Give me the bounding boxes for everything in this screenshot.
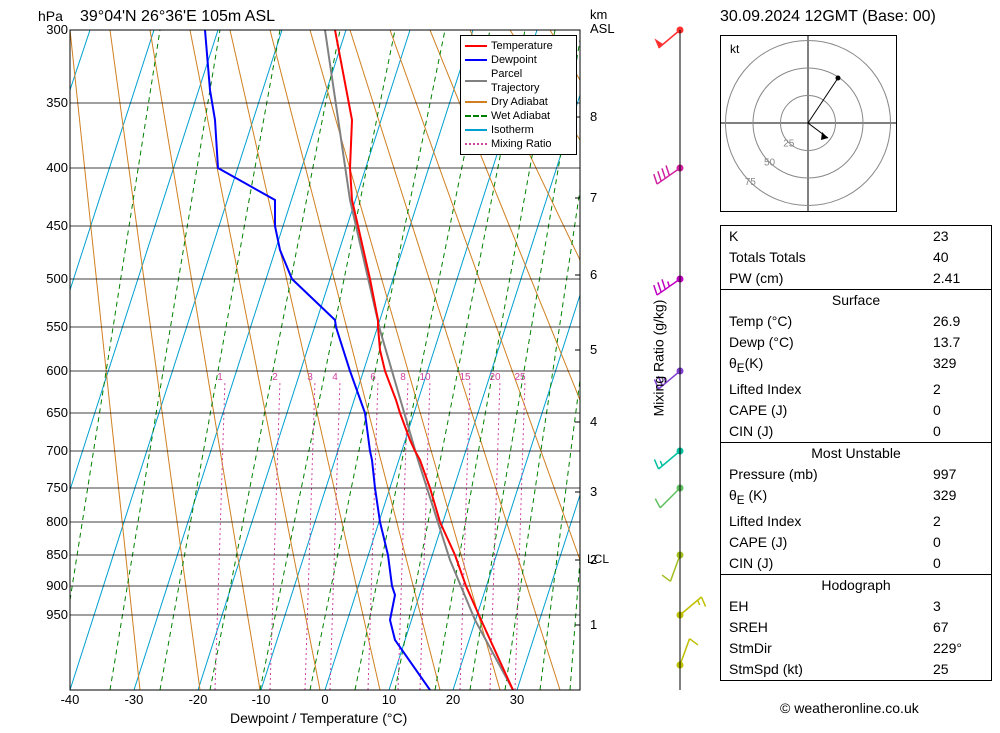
pressure-tick: 800 bbox=[40, 514, 68, 529]
pressure-tick: 350 bbox=[40, 95, 68, 110]
section-header: Surface bbox=[721, 289, 991, 311]
legend-item: Dry Adiabat bbox=[461, 95, 576, 109]
legend-item: Temperature bbox=[461, 39, 576, 53]
pressure-tick: 500 bbox=[40, 271, 68, 286]
temp-tick: 0 bbox=[310, 692, 340, 707]
index-row: K23 bbox=[721, 226, 991, 247]
altitude-tick: 7 bbox=[590, 190, 597, 205]
index-row: CAPE (J)0 bbox=[721, 532, 991, 553]
svg-text:25: 25 bbox=[514, 372, 526, 383]
altitude-tick: 8 bbox=[590, 109, 597, 124]
x-axis-label: Dewpoint / Temperature (°C) bbox=[230, 710, 407, 726]
index-row: CIN (J)0 bbox=[721, 421, 991, 442]
pressure-tick: 300 bbox=[40, 22, 68, 37]
pressure-tick: 600 bbox=[40, 363, 68, 378]
temp-tick: -20 bbox=[183, 692, 213, 707]
section-header: Most Unstable bbox=[721, 442, 991, 464]
altitude-tick: 6 bbox=[590, 267, 597, 282]
svg-text:10: 10 bbox=[419, 372, 431, 383]
pressure-tick: 450 bbox=[40, 218, 68, 233]
svg-text:4: 4 bbox=[332, 372, 338, 383]
svg-text:25: 25 bbox=[783, 138, 795, 149]
index-row: StmSpd (kt)25 bbox=[721, 659, 991, 680]
svg-text:75: 75 bbox=[745, 177, 757, 188]
lcl-marker: LCL bbox=[587, 552, 609, 566]
temp-tick: -10 bbox=[246, 692, 276, 707]
location-header: 39°04'N 26°36'E 105m ASL bbox=[80, 8, 275, 26]
altitude-tick: 1 bbox=[590, 617, 597, 632]
index-row: StmDir229° bbox=[721, 638, 991, 659]
svg-text:1: 1 bbox=[217, 372, 223, 383]
section-header: Hodograph bbox=[721, 574, 991, 596]
temp-tick: -30 bbox=[119, 692, 149, 707]
legend-item: Parcel Trajectory bbox=[461, 67, 576, 95]
legend-item: Isotherm bbox=[461, 123, 576, 137]
index-row: PW (cm)2.41 bbox=[721, 268, 991, 289]
svg-text:2: 2 bbox=[272, 372, 278, 383]
temp-tick: 30 bbox=[502, 692, 532, 707]
index-row: Dewp (°C)13.7 bbox=[721, 332, 991, 353]
index-row: Pressure (mb)997 bbox=[721, 464, 991, 485]
svg-text:20: 20 bbox=[489, 372, 501, 383]
pressure-tick: 550 bbox=[40, 319, 68, 334]
index-row: Lifted Index2 bbox=[721, 511, 991, 532]
index-row: EH3 bbox=[721, 596, 991, 617]
pressure-tick: 700 bbox=[40, 443, 68, 458]
svg-text:50: 50 bbox=[764, 158, 776, 169]
pressure-tick: 900 bbox=[40, 578, 68, 593]
temp-tick: 10 bbox=[374, 692, 404, 707]
temp-tick: 20 bbox=[438, 692, 468, 707]
indices-panel: K23Totals Totals40PW (cm)2.41SurfaceTemp… bbox=[720, 225, 992, 681]
legend-item: Mixing Ratio bbox=[461, 137, 576, 151]
svg-text:6: 6 bbox=[370, 372, 376, 383]
pressure-tick: 850 bbox=[40, 547, 68, 562]
svg-text:15: 15 bbox=[459, 372, 471, 383]
altitude-tick: 5 bbox=[590, 342, 597, 357]
svg-text:8: 8 bbox=[400, 372, 406, 383]
hodograph: 25 50 75 bbox=[720, 35, 897, 212]
legend-box: TemperatureDewpointParcel TrajectoryDry … bbox=[460, 35, 577, 155]
index-row: θE(K)329 bbox=[721, 353, 991, 379]
right-axis-unit: km ASL bbox=[590, 8, 615, 36]
index-row: CAPE (J)0 bbox=[721, 400, 991, 421]
pressure-tick: 950 bbox=[40, 607, 68, 622]
pressure-tick: 650 bbox=[40, 405, 68, 420]
legend-item: Wet Adiabat bbox=[461, 109, 576, 123]
pressure-tick: 400 bbox=[40, 160, 68, 175]
right-axis-label: Mixing Ratio (g/kg) bbox=[650, 300, 666, 417]
temp-tick: -40 bbox=[55, 692, 85, 707]
svg-text:3: 3 bbox=[307, 372, 313, 383]
index-row: θE (K)329 bbox=[721, 485, 991, 511]
altitude-tick: 3 bbox=[590, 484, 597, 499]
index-row: SREH67 bbox=[721, 617, 991, 638]
index-row: Temp (°C)26.9 bbox=[721, 311, 991, 332]
index-row: Lifted Index2 bbox=[721, 379, 991, 400]
copyright: © weatheronline.co.uk bbox=[780, 700, 919, 716]
altitude-tick: 4 bbox=[590, 414, 597, 429]
datetime-header: 30.09.2024 12GMT (Base: 00) bbox=[720, 8, 936, 26]
index-row: Totals Totals40 bbox=[721, 247, 991, 268]
legend-item: Dewpoint bbox=[461, 53, 576, 67]
index-row: CIN (J)0 bbox=[721, 553, 991, 574]
pressure-tick: 750 bbox=[40, 480, 68, 495]
